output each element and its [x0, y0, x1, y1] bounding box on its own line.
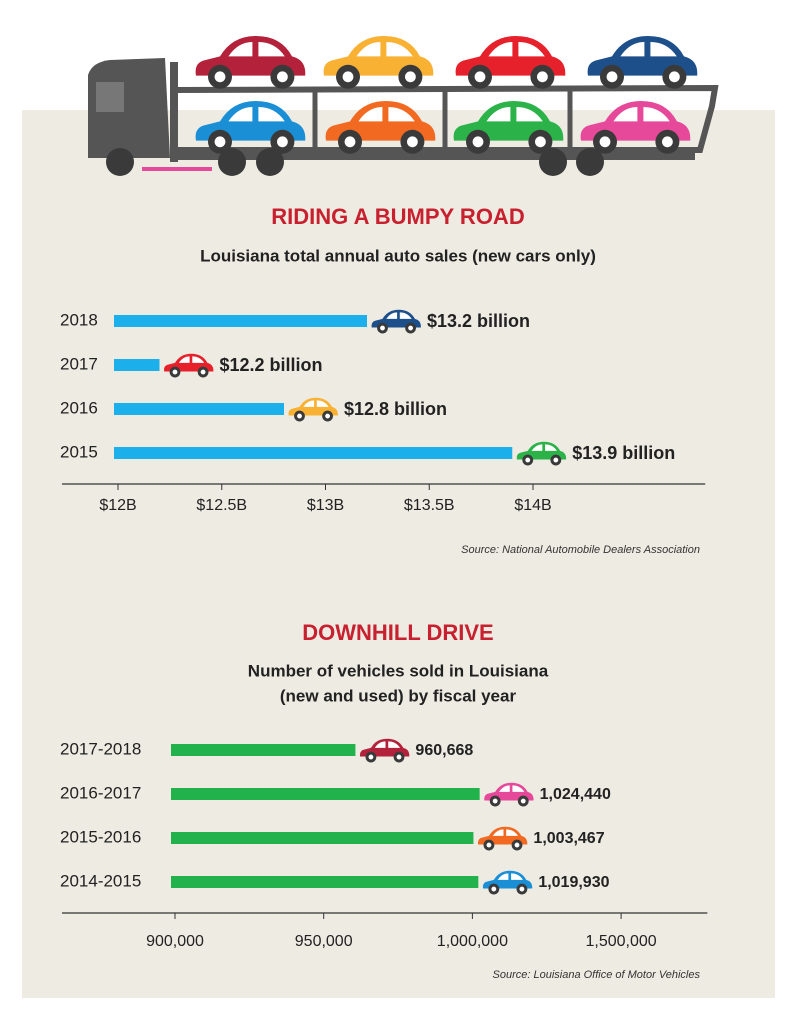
- bar: [114, 403, 284, 415]
- bar: [171, 876, 479, 888]
- value-label: $13.9 billion: [572, 443, 675, 463]
- x-tick-label: 1,000,000: [437, 933, 508, 950]
- x-tick-label: $14B: [514, 497, 551, 514]
- value-label: 960,668: [415, 742, 473, 759]
- category-label: 2016-2017: [60, 783, 141, 802]
- category-label: 2016: [60, 398, 98, 417]
- x-tick-label: 950,000: [295, 933, 353, 950]
- x-tick-label: 1,500,000: [586, 933, 657, 950]
- source-note: Source: National Automobile Dealers Asso…: [461, 544, 700, 556]
- category-label: 2015: [60, 442, 98, 461]
- chart-title: RIDING A BUMPY ROAD: [271, 204, 524, 229]
- chart-title: DOWNHILL DRIVE: [302, 620, 493, 645]
- value-label: 1,019,930: [538, 874, 609, 891]
- source-note: Source: Louisiana Office of Motor Vehicl…: [493, 969, 701, 981]
- chart-subtitle: Number of vehicles sold in Louisiana: [248, 661, 549, 680]
- x-tick-label: $12B: [99, 497, 136, 514]
- category-label: 2018: [60, 310, 98, 329]
- category-label: 2017: [60, 354, 98, 373]
- category-label: 2014-2015: [60, 871, 141, 890]
- bar: [171, 832, 474, 844]
- x-tick-label: $12.5B: [196, 497, 247, 514]
- bar: [114, 447, 513, 459]
- bar: [171, 744, 356, 756]
- category-label: 2015-2016: [60, 827, 141, 846]
- value-label: $12.2 billion: [220, 355, 323, 375]
- value-label: 1,003,467: [533, 830, 604, 847]
- value-label: 1,024,440: [540, 786, 611, 803]
- bar: [114, 315, 367, 327]
- x-tick-label: $13B: [307, 497, 344, 514]
- value-label: $12.8 billion: [344, 399, 447, 419]
- panel: [22, 110, 775, 998]
- bar: [114, 359, 160, 371]
- category-label: 2017-2018: [60, 739, 141, 758]
- x-tick-label: 900,000: [146, 933, 204, 950]
- value-label: $13.2 billion: [427, 311, 530, 331]
- x-tick-label: $13.5B: [404, 497, 455, 514]
- chart-subtitle: (new and used) by fiscal year: [280, 686, 517, 705]
- truck-illustration: [88, 36, 719, 176]
- bar: [171, 788, 480, 800]
- chart-subtitle: Louisiana total annual auto sales (new c…: [200, 246, 596, 265]
